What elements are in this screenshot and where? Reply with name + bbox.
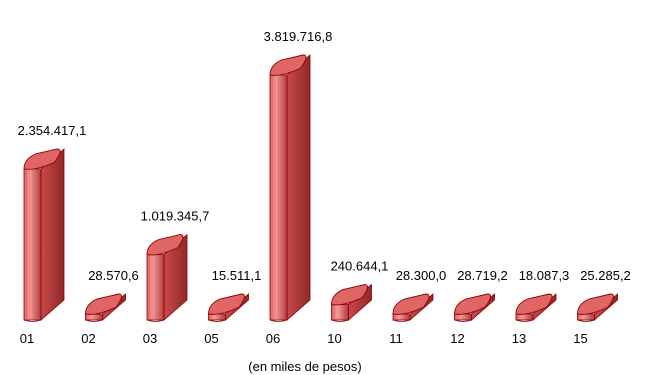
data-label-15: 25.285,2: [580, 268, 631, 283]
data-label-03: 1.019.345,7: [141, 209, 210, 224]
data-label-01: 2.354.417,1: [18, 123, 87, 138]
x-tick-label-06: 06: [266, 331, 280, 346]
data-labels-group: 2.354.417,1 28.570,6 1.019.345,7 15.511,1 3.…: [18, 29, 631, 283]
data-label-02: 28.570,6: [88, 268, 139, 283]
data-label-11: 28.300,0: [396, 268, 447, 283]
units-note: (en miles de pesos): [248, 359, 361, 374]
x-tick-label-03: 03: [143, 331, 157, 346]
data-label-10: 240.644,1: [331, 259, 389, 274]
x-tick-label-02: 02: [81, 331, 95, 346]
bar-06: [269, 54, 311, 322]
x-tick-label-11: 11: [389, 331, 403, 346]
bar-01: [23, 148, 65, 322]
x-tick-label-01: 01: [20, 331, 34, 346]
data-label-13: 18.087,3: [519, 268, 570, 283]
x-tick-label-15: 15: [573, 331, 587, 346]
bar-02: [85, 293, 126, 322]
bar-10: [331, 283, 372, 322]
x-tick-labels-group: 01 02 03 05 06 10 11 12 13 15: [20, 331, 588, 346]
data-label-05: 15.511,1: [212, 268, 262, 283]
bar-05: [208, 293, 249, 322]
bars-group: [23, 54, 618, 322]
bar-03: [146, 233, 188, 322]
bar-13: [515, 293, 557, 322]
bar-15: [577, 293, 618, 322]
x-tick-label-10: 10: [327, 331, 341, 346]
data-label-12: 28.719,2: [457, 268, 508, 283]
data-label-06: 3.819.716,8: [264, 29, 333, 44]
x-tick-label-13: 13: [512, 331, 526, 346]
bar-11: [392, 293, 434, 322]
x-tick-label-05: 05: [204, 331, 218, 346]
bar-12: [454, 293, 495, 322]
x-tick-label-12: 12: [450, 331, 464, 346]
